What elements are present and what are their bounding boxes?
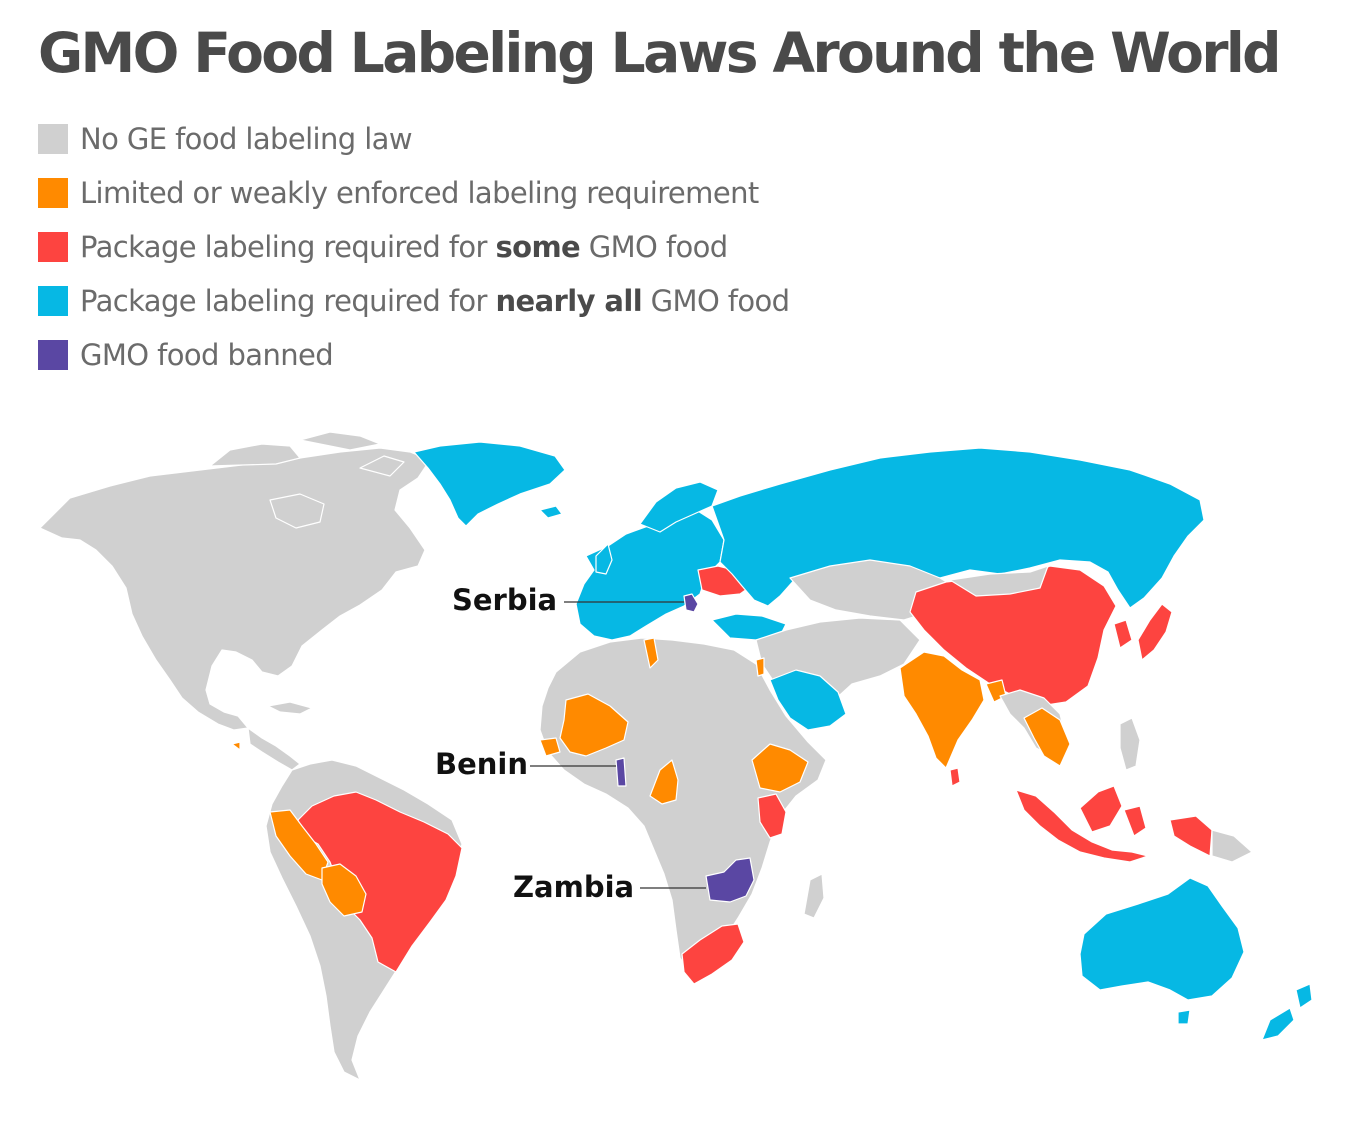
region-zambia xyxy=(705,857,755,903)
region-canadian-arctic xyxy=(209,431,405,529)
callout-zambia: Zambia xyxy=(513,870,706,904)
region-uk xyxy=(595,543,613,575)
region-serbia xyxy=(683,593,699,613)
legend-item-limited: Limited or weakly enforced labeling requ… xyxy=(38,166,790,220)
region-turkey xyxy=(711,613,787,641)
legend-swatch-nearly-all xyxy=(38,286,68,316)
map-title: GMO Food Labeling Laws Around the World xyxy=(38,21,1282,85)
region-ethiopia xyxy=(751,743,809,793)
region-israel xyxy=(755,657,765,677)
region-cuba xyxy=(267,701,313,715)
region-west-africa-limited xyxy=(539,737,561,757)
legend-swatch-limited xyxy=(38,178,68,208)
region-philippines xyxy=(1119,717,1141,771)
region-malaysia-indonesia xyxy=(1015,789,1149,863)
legend-item-nearly-all: Package labeling required for nearly all… xyxy=(38,274,790,328)
region-cameroon xyxy=(649,759,679,805)
legend-label-none: No GE food labeling law xyxy=(80,122,413,156)
region-bolivia xyxy=(321,863,367,917)
legend-item-none: No GE food labeling law xyxy=(38,112,790,166)
region-north-america xyxy=(39,447,431,731)
region-south-africa xyxy=(681,923,745,985)
region-sulawesi-png xyxy=(1123,805,1213,857)
region-korea xyxy=(1113,619,1133,649)
callout-zambia-label: Zambia xyxy=(513,870,634,904)
region-benin xyxy=(615,757,627,787)
region-scandinavia xyxy=(639,481,719,533)
region-japan xyxy=(1137,603,1173,661)
region-saudi-arabia xyxy=(769,669,847,731)
region-central-america xyxy=(247,727,301,771)
world-map: Serbia Benin Zambia xyxy=(39,431,1313,1081)
region-mongolia xyxy=(949,565,1049,597)
legend-swatch-some xyxy=(38,232,68,262)
callout-serbia: Serbia xyxy=(452,583,684,617)
region-tunisia xyxy=(643,637,659,669)
region-greenland xyxy=(413,441,566,527)
region-australia xyxy=(1079,877,1245,1001)
legend-label-banned: GMO food banned xyxy=(80,338,334,372)
legend: No GE food labeling law Limited or weakl… xyxy=(38,112,790,382)
legend-swatch-none xyxy=(38,124,68,154)
callout-benin: Benin xyxy=(435,747,616,781)
region-kenya xyxy=(757,793,787,839)
legend-label-nearly-all: Package labeling required for nearly all… xyxy=(80,284,790,318)
region-papua xyxy=(1211,829,1253,863)
legend-item-banned: GMO food banned xyxy=(38,328,790,382)
region-new-zealand xyxy=(1261,983,1313,1041)
legend-label-limited: Limited or weakly enforced labeling requ… xyxy=(80,176,759,210)
region-sri-lanka xyxy=(949,767,961,787)
region-thailand-vietnam xyxy=(1023,707,1071,767)
legend-label-some: Package labeling required for some GMO f… xyxy=(80,230,728,264)
region-borneo xyxy=(1079,785,1123,833)
region-india xyxy=(899,651,985,769)
region-tasmania xyxy=(1177,1009,1191,1025)
region-brazil xyxy=(297,791,463,973)
region-madagascar xyxy=(803,873,825,919)
legend-swatch-banned xyxy=(38,340,68,370)
legend-item-some: Package labeling required for some GMO f… xyxy=(38,220,790,274)
callout-serbia-label: Serbia xyxy=(452,583,557,617)
region-mali xyxy=(559,693,629,757)
region-costa-rica xyxy=(231,741,241,751)
callout-benin-label: Benin xyxy=(435,747,528,781)
region-iceland xyxy=(539,505,563,519)
